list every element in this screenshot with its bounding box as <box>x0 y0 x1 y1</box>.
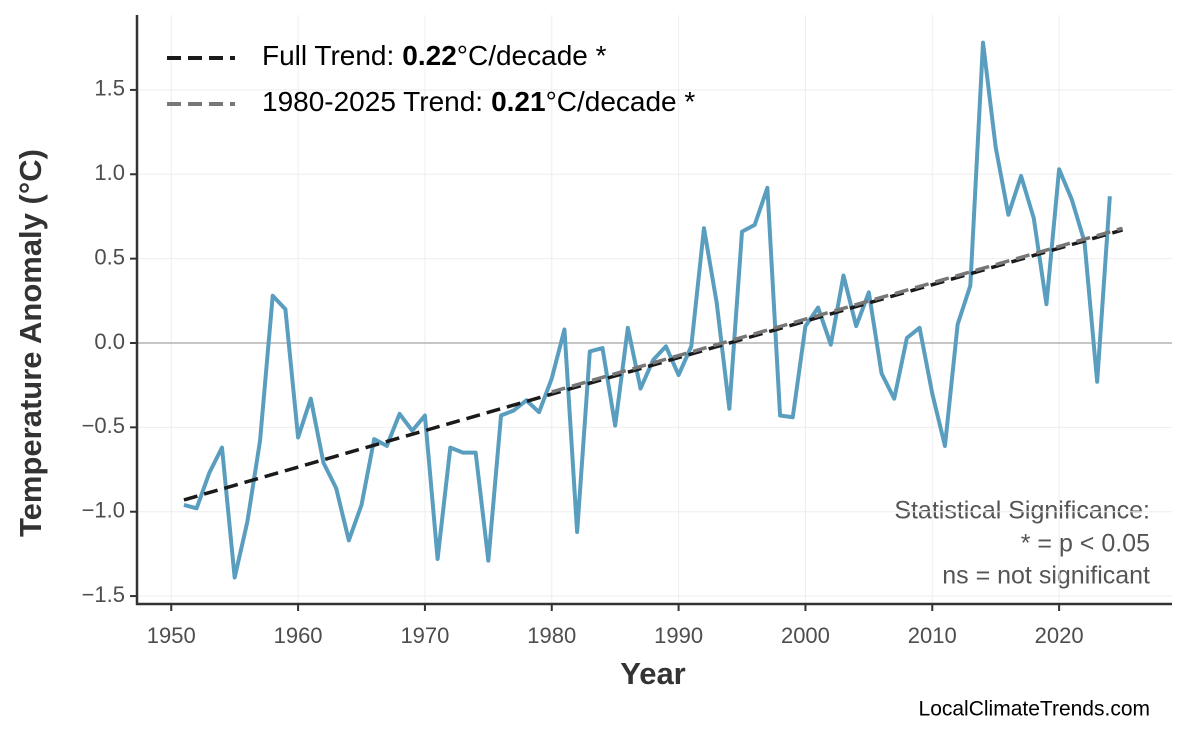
legend-name: Full Trend: <box>262 40 394 71</box>
x-tick-label: 2010 <box>908 623 957 648</box>
x-tick-label: 2000 <box>781 623 830 648</box>
y-tick-label: −0.5 <box>82 413 125 438</box>
x-tick-label: 1990 <box>654 623 703 648</box>
x-tick-label: 1950 <box>147 623 196 648</box>
x-tick-label: 1970 <box>400 623 449 648</box>
x-tick-label: 2020 <box>1035 623 1084 648</box>
source: LocalClimateTrends.com <box>919 698 1150 721</box>
y-tick-label: −1.5 <box>82 582 125 607</box>
legend-label: 1980-2025 Trend: 0.21°C/decade * <box>262 86 695 117</box>
annotation: ns = not significant <box>942 562 1150 590</box>
legend-unit: °C/decade * <box>546 86 696 117</box>
y-tick-label: 0.0 <box>94 329 125 354</box>
data-line <box>183 40 1112 580</box>
legend-slope: 0.22 <box>402 40 457 71</box>
legend-unit: °C/decade * <box>457 40 607 71</box>
x-tick-label: 1960 <box>274 623 323 648</box>
legend-slope: 0.21 <box>491 86 546 117</box>
trend-line <box>183 228 1124 502</box>
legend-label: Full Trend: 0.22°C/decade * <box>262 40 607 71</box>
x-tick-label: 1980 <box>527 623 576 648</box>
y-tick-label: 0.5 <box>94 244 125 269</box>
trend-line <box>551 226 1124 394</box>
y-tick-label: −1.0 <box>82 498 125 523</box>
annotation: Statistical Significance: <box>894 497 1150 525</box>
x-axis-label: Year <box>620 656 686 691</box>
y-axis-label: Temperature Anomaly (°C) <box>13 149 48 537</box>
annotation: * = p < 0.05 <box>1021 530 1150 558</box>
legend-name: 1980-2025 Trend: <box>262 86 483 117</box>
y-tick-label: 1.0 <box>94 160 125 185</box>
y-tick-label: 1.5 <box>94 76 125 101</box>
